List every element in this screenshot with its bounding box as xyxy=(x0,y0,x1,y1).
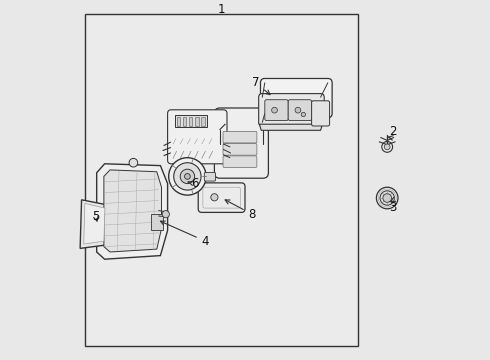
Polygon shape xyxy=(84,203,105,244)
FancyBboxPatch shape xyxy=(288,100,312,121)
Text: 7: 7 xyxy=(252,76,270,95)
Text: 3: 3 xyxy=(389,201,396,213)
Circle shape xyxy=(169,158,206,195)
Text: 4: 4 xyxy=(161,221,209,248)
FancyBboxPatch shape xyxy=(265,100,288,121)
Circle shape xyxy=(174,163,201,190)
Circle shape xyxy=(271,107,277,113)
Bar xyxy=(183,117,186,126)
Text: 5: 5 xyxy=(92,210,99,222)
FancyBboxPatch shape xyxy=(223,156,257,167)
Circle shape xyxy=(129,158,138,167)
Circle shape xyxy=(376,187,398,209)
Text: 6: 6 xyxy=(188,177,198,190)
Polygon shape xyxy=(80,200,109,248)
Circle shape xyxy=(384,144,390,150)
Circle shape xyxy=(380,191,394,205)
FancyBboxPatch shape xyxy=(198,183,245,212)
Polygon shape xyxy=(97,164,168,259)
Bar xyxy=(85,14,358,346)
Circle shape xyxy=(162,211,170,218)
Bar xyxy=(176,117,180,126)
FancyBboxPatch shape xyxy=(223,144,257,155)
Polygon shape xyxy=(104,170,162,252)
FancyBboxPatch shape xyxy=(223,131,257,143)
Circle shape xyxy=(211,194,218,201)
Circle shape xyxy=(383,194,392,202)
FancyBboxPatch shape xyxy=(168,110,227,164)
Bar xyxy=(201,117,205,126)
Circle shape xyxy=(185,174,190,179)
FancyBboxPatch shape xyxy=(215,108,269,178)
FancyBboxPatch shape xyxy=(204,172,216,181)
Text: 2: 2 xyxy=(389,125,396,138)
FancyBboxPatch shape xyxy=(312,101,330,126)
Circle shape xyxy=(295,107,301,113)
Bar xyxy=(151,214,163,230)
Polygon shape xyxy=(259,124,322,130)
FancyBboxPatch shape xyxy=(259,94,324,126)
Circle shape xyxy=(382,141,392,152)
Circle shape xyxy=(180,169,195,184)
Text: 1: 1 xyxy=(218,3,225,15)
FancyBboxPatch shape xyxy=(175,115,207,127)
FancyBboxPatch shape xyxy=(261,78,332,118)
Circle shape xyxy=(301,112,305,117)
Bar xyxy=(189,117,193,126)
Text: 8: 8 xyxy=(225,200,256,221)
Bar xyxy=(195,117,198,126)
